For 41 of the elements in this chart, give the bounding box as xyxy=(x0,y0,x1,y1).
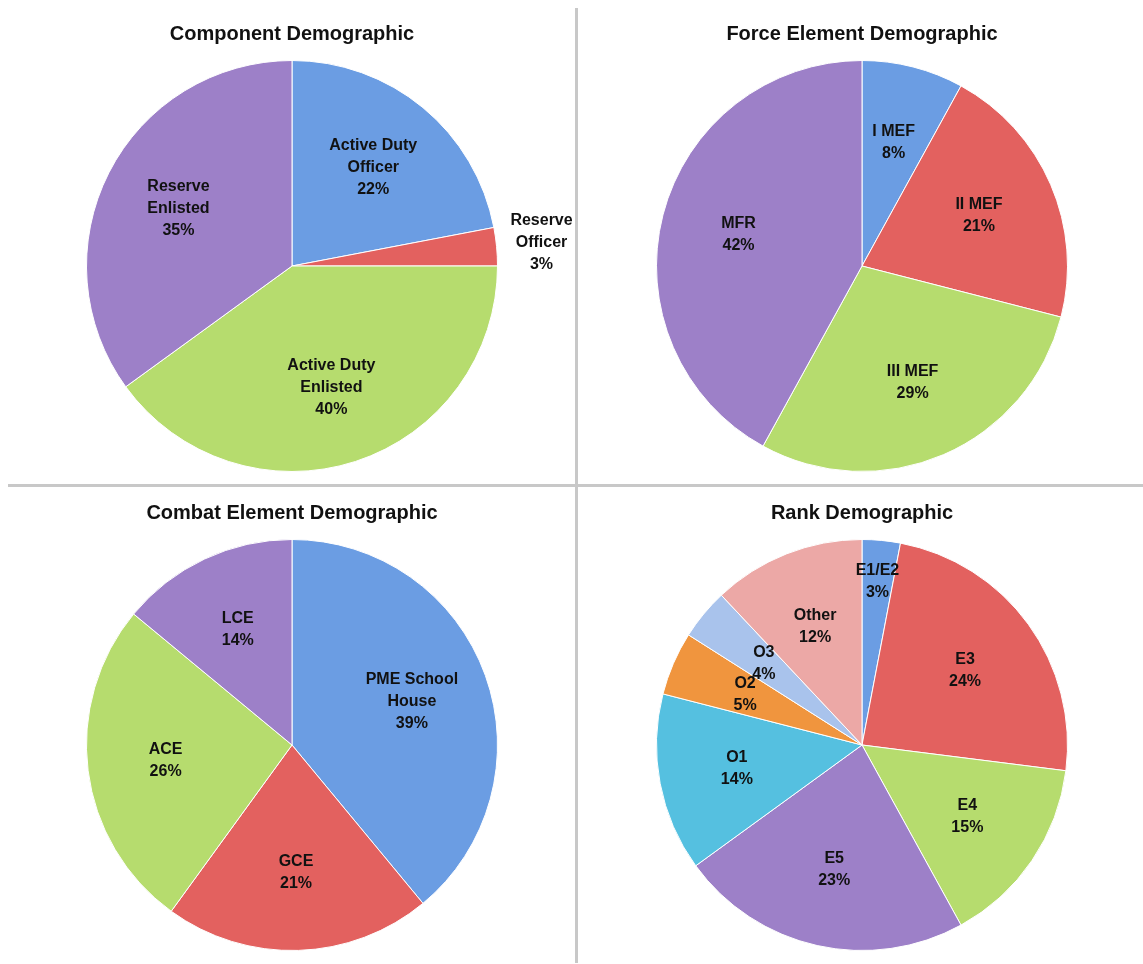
slice-label: O1 xyxy=(726,748,748,766)
slice-label: MFR xyxy=(721,213,757,231)
slice-label: Reserve Enlisted xyxy=(147,176,210,216)
data-label: 40% xyxy=(315,399,348,417)
data-label: 35% xyxy=(162,220,195,238)
slice-label: Active Duty Officer xyxy=(329,136,418,176)
slice-label: E5 xyxy=(824,848,845,866)
data-label: 15% xyxy=(951,818,984,836)
data-label: 12% xyxy=(799,627,832,645)
data-label: 8% xyxy=(882,144,906,161)
data-label: 24% xyxy=(949,671,982,689)
data-label: 39% xyxy=(395,714,428,732)
slice-label: Reserve Officer xyxy=(510,210,573,250)
slice-label: LCE xyxy=(221,609,255,627)
slice-label: I MEF xyxy=(872,122,916,139)
slice-label: E4 xyxy=(957,796,978,814)
data-label: 3% xyxy=(529,254,554,272)
chart-title: Force Element Demographic xyxy=(726,21,998,44)
slice-label: III MEF xyxy=(886,362,939,380)
data-label: 14% xyxy=(221,631,254,649)
data-label: 21% xyxy=(962,216,995,234)
slice-label: PME School House xyxy=(365,670,459,710)
slice-label: ACE xyxy=(148,740,183,758)
data-label: 29% xyxy=(896,384,929,402)
slice-label: II MEF xyxy=(955,194,1003,212)
data-label: 3% xyxy=(865,582,890,600)
chart-title: Component Demographic xyxy=(169,21,415,44)
slice-label: GCE xyxy=(278,851,314,869)
data-label: 22% xyxy=(357,180,390,198)
chart-title: Rank Demographic xyxy=(770,500,954,523)
data-label: 5% xyxy=(733,695,757,713)
chart-title: Combat Element Demographic xyxy=(146,500,438,523)
slice-label: E3 xyxy=(955,649,975,667)
data-label: 42% xyxy=(722,235,755,253)
data-label: 21% xyxy=(279,873,313,891)
slice-label: Active Duty Enlisted xyxy=(287,355,376,395)
slice-label: Other xyxy=(793,605,837,623)
data-label: 23% xyxy=(818,870,851,888)
data-label: 26% xyxy=(149,762,182,780)
data-label: 14% xyxy=(720,770,753,788)
slice-label: O3 xyxy=(753,643,775,661)
